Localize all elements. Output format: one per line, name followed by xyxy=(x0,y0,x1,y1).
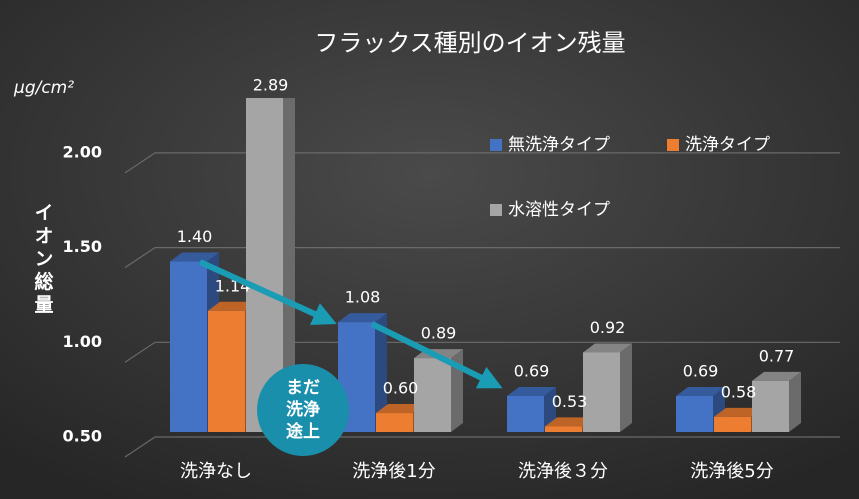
bar xyxy=(752,380,789,432)
value-label: 1.08 xyxy=(345,288,381,307)
chart-title: フラックス種別のイオン残量 xyxy=(314,29,625,57)
value-label: 0.77 xyxy=(759,346,795,365)
bar-top xyxy=(376,404,425,414)
bar-top xyxy=(676,387,725,397)
x-tick-label: 洗浄後5分 xyxy=(690,461,773,482)
bar xyxy=(376,413,413,432)
value-label: 0.58 xyxy=(721,382,757,401)
bar-side xyxy=(789,371,801,432)
annotation-text: 途上 xyxy=(286,421,320,442)
bar xyxy=(414,358,451,432)
grid-line xyxy=(124,246,840,269)
bar xyxy=(208,310,245,432)
y-axis-label: イオン総量 xyxy=(32,203,54,318)
legend-swatch xyxy=(667,139,679,151)
bar xyxy=(545,426,582,432)
y-tick-label: 1.00 xyxy=(63,332,102,351)
annotation-text: まだ xyxy=(286,378,320,398)
bar xyxy=(714,416,751,432)
grid-line xyxy=(124,152,840,174)
value-label: 0.69 xyxy=(683,362,719,381)
value-label: 0.69 xyxy=(514,362,550,381)
bar xyxy=(583,352,620,432)
y-tick-label: 2.00 xyxy=(63,142,102,161)
annotation-circle xyxy=(257,364,349,456)
value-label: 0.60 xyxy=(383,379,419,398)
y-tick-label: 1.50 xyxy=(63,237,102,256)
bar-top xyxy=(583,343,632,353)
grid-line xyxy=(124,436,840,458)
x-tick-label: 洗浄なし xyxy=(180,461,252,482)
bar-side xyxy=(283,98,295,432)
bar-top xyxy=(338,313,387,323)
value-label: 0.53 xyxy=(552,392,588,411)
unit-label: μg/cm² xyxy=(13,78,74,98)
value-label: 2.89 xyxy=(253,76,289,95)
bar-top xyxy=(208,301,257,311)
value-label: 1.40 xyxy=(177,227,213,246)
value-label: 0.89 xyxy=(421,324,457,343)
value-label: 0.92 xyxy=(590,318,626,337)
bar-top xyxy=(545,417,594,427)
legend-swatch xyxy=(490,139,502,151)
bar-top xyxy=(752,371,801,381)
y-tick-label: 0.50 xyxy=(63,427,102,446)
legend-swatch xyxy=(490,204,502,216)
x-tick-label: 洗浄後1分 xyxy=(352,461,435,482)
bar xyxy=(676,396,713,432)
bar xyxy=(170,261,207,432)
grid-line xyxy=(124,341,840,363)
annotation-text: 洗浄 xyxy=(286,399,320,420)
legend-label: 水溶性タイプ xyxy=(508,200,610,220)
legend-label: 洗浄タイプ xyxy=(685,135,770,155)
bar xyxy=(507,396,544,432)
x-tick-label: 洗浄後３分 xyxy=(518,461,608,482)
bar-top xyxy=(507,387,556,397)
trend-arrow xyxy=(198,259,337,325)
bar-top xyxy=(714,407,763,417)
legend-label: 無洗浄タイプ xyxy=(508,135,610,155)
bar-side xyxy=(375,313,387,432)
bar-side xyxy=(620,343,632,432)
bar-top xyxy=(170,252,219,262)
trend-arrow xyxy=(370,321,503,389)
